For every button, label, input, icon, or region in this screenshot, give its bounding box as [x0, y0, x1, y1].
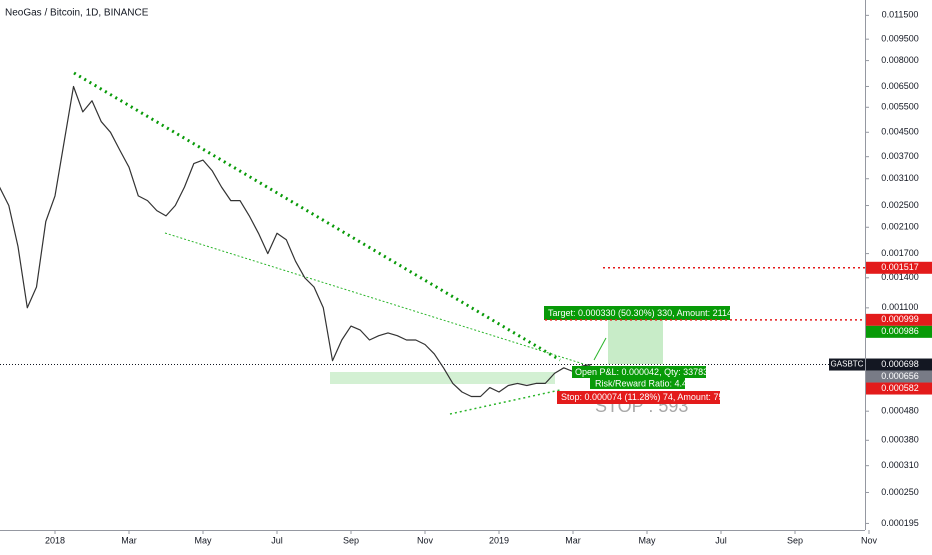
target-zone — [608, 320, 663, 364]
y-tick-label: 0.000195 — [881, 518, 919, 528]
x-tick-label: May — [194, 535, 212, 545]
y-tick-label: 0.008000 — [881, 55, 919, 65]
price-label: 0.000986 — [881, 326, 919, 336]
target-label-box — [544, 306, 730, 320]
y-tick-label: 0.001700 — [881, 248, 919, 258]
x-tick-label: Nov — [417, 535, 434, 545]
price-label: 0.000582 — [881, 383, 919, 393]
x-tick-label: May — [638, 535, 656, 545]
y-tick-label: 0.011500 — [882, 10, 919, 20]
y-tick-label: 0.005500 — [881, 102, 919, 112]
y-tick-label: 0.004500 — [881, 127, 919, 137]
price-label-box — [866, 382, 932, 395]
price-label-box — [866, 370, 932, 383]
price-label-box — [866, 261, 932, 274]
target-label: Target: 0.000330 (50.30%) 330, Amount: 2… — [548, 308, 744, 318]
price-label: 0.001517 — [881, 262, 919, 272]
x-tick-label: 2018 — [45, 535, 65, 545]
rr-label: Risk/Reward Ratio: 4.46 — [595, 378, 692, 388]
x-tick-label: 2019 — [489, 535, 509, 545]
pnl-label: Open P&L: 0.000042, Qty: 3378378 — [575, 367, 718, 377]
pnl-label-box — [572, 366, 706, 378]
price-label-box — [866, 325, 932, 338]
y-tick-label: 0.002100 — [881, 222, 919, 232]
x-tick-label: Sep — [787, 535, 803, 545]
price-label: 0.000656 — [881, 371, 919, 381]
y-tick-label: 0.003700 — [881, 151, 919, 161]
y-tick-label: 0.009500 — [881, 34, 919, 44]
chart-title: NeoGas / Bitcoin, 1D, BINANCE — [5, 8, 149, 19]
y-tick-label: 0.000380 — [881, 435, 919, 445]
stop-label: Stop: 0.000074 (11.28%) 74, Amount: 750 — [561, 392, 728, 402]
y-tick-label: 0.000250 — [881, 487, 919, 497]
price-label: 0.000999 — [881, 314, 919, 324]
symbol-box — [829, 358, 865, 371]
y-tick-label: 0.002500 — [881, 200, 919, 210]
stop-label-box — [557, 391, 720, 404]
x-tick-label: Mar — [121, 535, 137, 545]
x-tick-label: Sep — [343, 535, 359, 545]
y-tick-label: 0.001100 — [882, 302, 919, 312]
rr-label-box — [590, 378, 685, 389]
trend-line — [449, 389, 561, 415]
price-line — [0, 85, 592, 398]
y-tick-label: 0.003100 — [881, 173, 919, 183]
x-tick-label: Mar — [565, 535, 581, 545]
x-tick-label: Nov — [861, 535, 878, 545]
x-tick-label: Jul — [271, 535, 283, 545]
price-label-box — [866, 313, 932, 326]
y-tick-label: 0.001400 — [881, 272, 919, 282]
support-zone — [330, 372, 555, 384]
y-tick-label: 0.000310 — [881, 460, 919, 470]
arrow — [593, 337, 607, 361]
price-label: 0.000698 — [881, 359, 919, 369]
y-tick-label: 0.006500 — [881, 81, 919, 91]
symbol-label: GASBTC — [831, 360, 864, 369]
y-tick-label: 0.000480 — [881, 406, 919, 416]
trend-line — [73, 71, 561, 362]
x-tick-label: Jul — [715, 535, 727, 545]
price-label-box — [866, 358, 932, 371]
